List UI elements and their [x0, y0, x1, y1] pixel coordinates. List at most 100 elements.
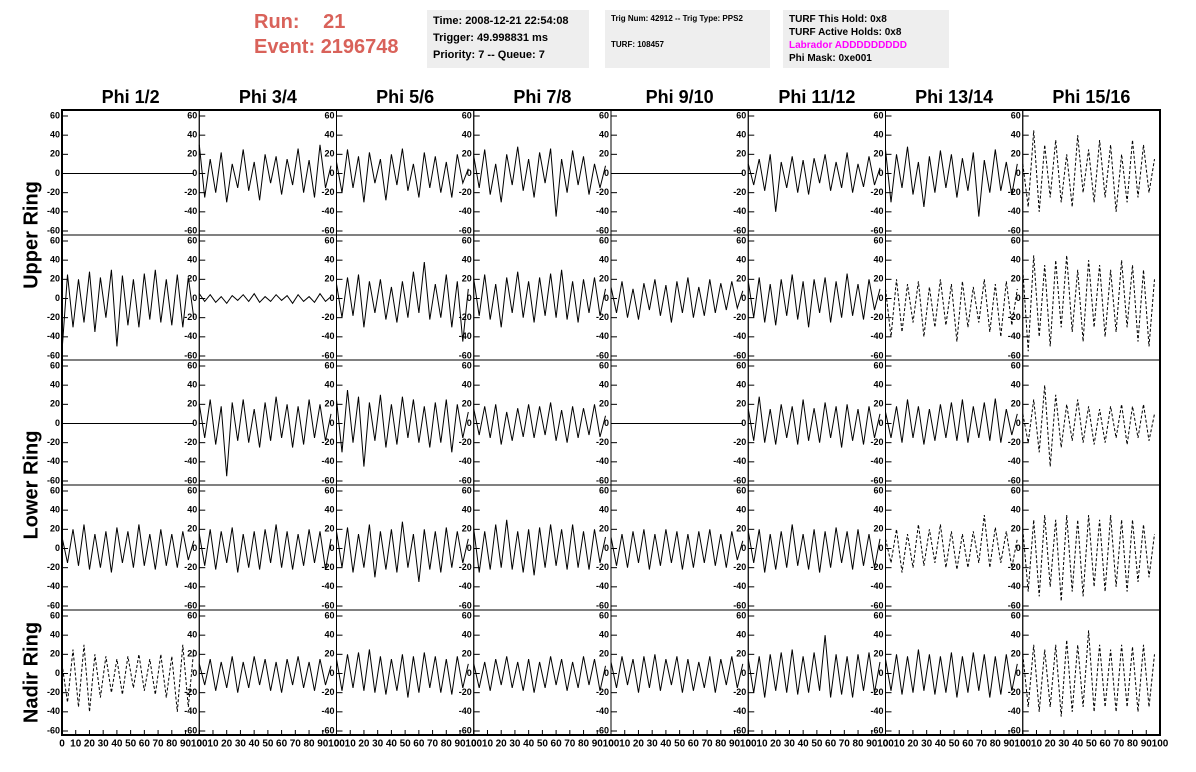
y-tick-label: -60 — [1008, 725, 1021, 735]
x-tick-label: 90 — [729, 739, 741, 750]
x-tick-label: 30 — [235, 739, 247, 750]
y-tick-label: 0 — [467, 543, 472, 553]
y-tick-label: -60 — [184, 725, 197, 735]
panel-frame — [61, 609, 200, 736]
y-tick-label: 0 — [741, 543, 746, 553]
y-tick-label: 20 — [873, 399, 883, 409]
y-tick-label: 60 — [736, 235, 746, 245]
y-tick-label: -60 — [321, 600, 334, 610]
y-tick-label: 40 — [324, 380, 334, 390]
waveform — [198, 524, 332, 573]
y-tick-label: -60 — [184, 600, 197, 610]
y-tick-label: -40 — [596, 456, 609, 466]
y-tick-label: 20 — [873, 149, 883, 159]
info-line: Phi Mask: 0xe001 — [789, 53, 872, 64]
y-tick-label: 20 — [599, 399, 609, 409]
x-tick-label: 10 — [482, 739, 494, 750]
y-tick-label: 20 — [50, 399, 60, 409]
waveform — [473, 656, 606, 693]
y-tick-label: 60 — [50, 360, 60, 370]
waveform — [747, 273, 881, 328]
y-tick-label: -60 — [459, 725, 472, 735]
y-tick-label: 60 — [324, 110, 334, 120]
y-tick-label: -20 — [1008, 562, 1021, 572]
y-tick-label: 40 — [462, 255, 472, 265]
x-tick-label: 60 — [139, 739, 151, 750]
y-tick-label: 20 — [50, 274, 60, 284]
y-tick-label: -60 — [870, 600, 883, 610]
waveform — [885, 146, 1018, 217]
x-tick-label: 0 — [883, 739, 889, 750]
y-tick-label: -20 — [596, 187, 609, 197]
event-label: Event: — [254, 36, 316, 58]
y-tick-label: 60 — [187, 485, 197, 495]
y-tick-label: -60 — [596, 350, 609, 360]
y-tick-label: -20 — [870, 437, 883, 447]
y-tick-label: 60 — [873, 360, 883, 370]
y-tick-label: -20 — [733, 687, 746, 697]
waveform — [747, 524, 881, 573]
y-tick-label: -60 — [870, 725, 883, 735]
y-tick-label: 0 — [878, 293, 883, 303]
x-tick-label: 30 — [372, 739, 384, 750]
waveform — [336, 148, 469, 203]
y-tick-label: 40 — [462, 130, 472, 140]
y-tick-label: 0 — [192, 543, 197, 553]
y-tick-label: 20 — [1011, 649, 1021, 659]
y-tick-label: -20 — [184, 437, 197, 447]
y-tick-label: 0 — [1016, 543, 1021, 553]
y-tick-label: 20 — [736, 524, 746, 534]
waveform — [198, 396, 332, 477]
x-tick-label: 90 — [180, 739, 192, 750]
y-tick-label: 60 — [50, 485, 60, 495]
waveform — [1022, 514, 1155, 602]
y-tick-label: 0 — [329, 543, 334, 553]
x-tick-label: 90 — [866, 739, 878, 750]
y-tick-label: -40 — [47, 456, 60, 466]
y-tick-label: -60 — [459, 475, 472, 485]
y-tick-label: -60 — [596, 600, 609, 610]
x-tick-label: 80 — [1127, 739, 1139, 750]
y-tick-label: 20 — [462, 649, 472, 659]
x-tick-label: 50 — [811, 739, 823, 750]
turf-box: TURF This Hold: 0x8 TURF Active Holds: 0… — [783, 10, 949, 68]
grid-border — [61, 109, 1161, 736]
panel-frame — [198, 109, 337, 236]
x-tick-label: 100 — [740, 739, 757, 750]
panel-frame — [610, 359, 749, 486]
y-tick-label: 0 — [55, 668, 60, 678]
y-tick-label: 0 — [878, 168, 883, 178]
y-tick-label: -60 — [321, 225, 334, 235]
y-tick-label: -40 — [459, 706, 472, 716]
y-tick-label: 60 — [324, 610, 334, 620]
x-tick-label: 20 — [1045, 739, 1057, 750]
panel-frame — [61, 359, 200, 486]
column-title: Phi 15/16 — [1052, 87, 1130, 107]
y-tick-label: 0 — [878, 668, 883, 678]
x-tick-label: 60 — [1100, 739, 1112, 750]
x-tick-label: 70 — [153, 739, 165, 750]
x-tick-label: 60 — [551, 739, 563, 750]
x-tick-label: 40 — [935, 739, 947, 750]
y-tick-label: 0 — [192, 668, 197, 678]
x-tick-label: 90 — [317, 739, 329, 750]
y-tick-label: -60 — [47, 225, 60, 235]
x-tick-label: 70 — [839, 739, 851, 750]
y-tick-label: -20 — [184, 562, 197, 572]
info-line: Trig Num: 42912 -- Trig Type: PPS2 — [611, 14, 743, 23]
y-tick-label: -60 — [733, 475, 746, 485]
y-tick-label: 60 — [599, 235, 609, 245]
y-tick-label: 60 — [873, 610, 883, 620]
x-tick-label: 0 — [1020, 739, 1026, 750]
y-tick-label: 40 — [462, 380, 472, 390]
y-tick-label: -40 — [733, 581, 746, 591]
y-tick-label: 40 — [462, 505, 472, 515]
x-tick-label: 80 — [578, 739, 590, 750]
y-tick-label: -40 — [1008, 456, 1021, 466]
y-tick-label: 40 — [1011, 630, 1021, 640]
panel-frame — [473, 609, 612, 736]
y-tick-label: -40 — [184, 706, 197, 716]
info-line: TURF: 108457 — [611, 40, 664, 49]
y-tick-label: -40 — [1008, 706, 1021, 716]
y-tick-label: 60 — [462, 110, 472, 120]
